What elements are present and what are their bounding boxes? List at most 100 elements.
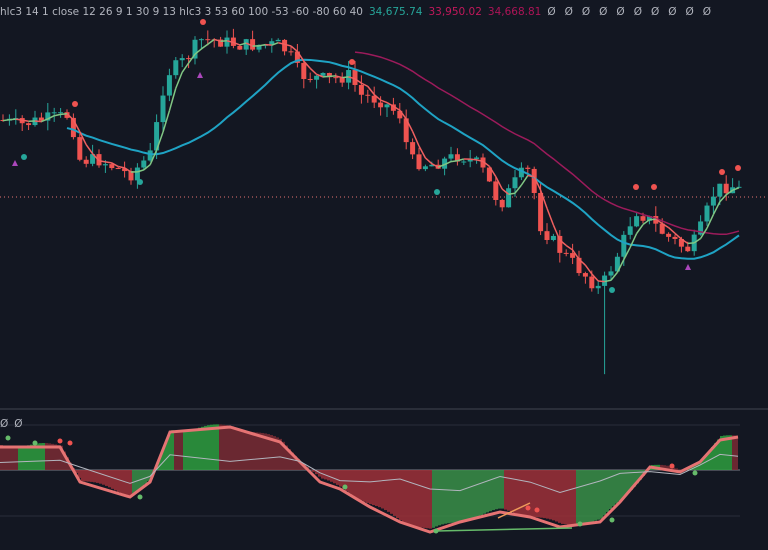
oscillator-bar — [483, 470, 486, 514]
fast-average — [635, 224, 644, 234]
signal-dot — [434, 189, 440, 195]
oscillator-bar — [177, 430, 180, 470]
oscillator-bar — [342, 470, 345, 489]
fast-average — [591, 273, 599, 282]
divergence-line — [435, 527, 573, 532]
candle-body — [403, 118, 409, 143]
candle-body — [141, 160, 147, 168]
oscillator-bar — [498, 470, 501, 509]
oscillator-bar — [33, 443, 36, 470]
oscillator-bar — [318, 470, 321, 477]
candle-body — [102, 164, 108, 166]
oscillator-bar — [573, 470, 576, 525]
candle-body — [570, 253, 576, 258]
oscillator-bar — [663, 465, 666, 470]
oscillator-bar — [690, 466, 693, 470]
candle-body — [147, 150, 153, 161]
oscillator-dot — [137, 494, 143, 500]
candle-body — [326, 72, 332, 78]
oscillator-bar — [492, 470, 495, 511]
candle-body — [506, 188, 512, 208]
oscillator-bar — [273, 436, 276, 470]
oscillator-bar — [204, 425, 207, 470]
fast-average — [290, 45, 298, 52]
flag: Ø — [668, 6, 677, 18]
oscillator-bar — [174, 430, 177, 470]
oscillator-bar — [591, 470, 594, 522]
fast-average — [111, 162, 119, 168]
oscillator-bar — [615, 470, 618, 504]
oscillator-bar — [27, 445, 30, 470]
candle-body — [531, 168, 537, 193]
oscillator-bar — [666, 465, 669, 470]
oscillator-bar — [552, 470, 555, 521]
candle-body — [678, 238, 684, 247]
fast-average — [34, 120, 42, 123]
oscillator-bar — [561, 470, 564, 524]
fast-average — [72, 119, 81, 133]
oscillator-bar — [705, 454, 708, 470]
oscillator-bar — [141, 470, 144, 487]
flag: Ø — [14, 418, 23, 430]
fast-average — [271, 42, 279, 46]
oscillator-bar — [477, 470, 480, 517]
oscillator-bar — [735, 435, 738, 470]
oscillator-bar — [432, 470, 435, 528]
oscillator-bar — [210, 424, 213, 470]
oscillator-bar — [576, 470, 579, 525]
fast-average — [168, 88, 177, 112]
oscillator-bar — [66, 457, 69, 470]
oscillator-bar — [255, 432, 258, 470]
oscillator-bar — [171, 430, 174, 470]
fast-average — [725, 189, 734, 196]
oscillator-dot — [57, 438, 63, 444]
fast-average — [552, 224, 561, 241]
fast-average — [47, 115, 55, 120]
fast-average — [207, 38, 215, 45]
flag: Ø — [599, 6, 608, 18]
fast-average — [66, 113, 74, 121]
oscillator-bar — [516, 470, 519, 515]
oscillator-bar — [264, 433, 267, 470]
candle-body — [454, 154, 460, 162]
fast-average — [405, 118, 414, 132]
fast-average — [598, 280, 605, 283]
fast-average — [373, 93, 382, 101]
candle-body — [422, 166, 428, 170]
candle-body — [672, 236, 678, 239]
oscillator-bar — [423, 470, 426, 528]
flag: Ø — [581, 6, 591, 18]
candle-body — [538, 192, 544, 232]
indicator-value: 33,950.02 — [428, 6, 482, 18]
candle-body — [128, 171, 134, 181]
candle-body — [525, 167, 531, 169]
signal-dot — [72, 101, 78, 107]
oscillator-bar — [36, 443, 39, 470]
oscillator-bar — [309, 469, 312, 470]
oscillator-bar — [207, 425, 210, 470]
fast-average — [258, 43, 266, 47]
oscillator-bar — [96, 470, 99, 483]
oscillator-bar — [333, 470, 336, 484]
signal-dot — [609, 287, 615, 293]
candle-body — [550, 235, 556, 240]
fast-average — [137, 169, 145, 173]
oscillator-bar — [186, 430, 189, 470]
oscillator-bar — [30, 444, 33, 470]
oscillator-bar — [57, 445, 60, 470]
oscillator-bar — [39, 443, 42, 470]
oscillator-bar — [597, 470, 600, 520]
oscillator-bar — [54, 444, 57, 470]
oscillator-dot — [32, 440, 38, 446]
fast-average — [508, 192, 516, 195]
oscillator-bar — [558, 470, 561, 523]
candle-body — [160, 95, 166, 123]
candle-body — [58, 112, 64, 114]
oscillator-bar — [408, 470, 411, 525]
oscillator-bar — [213, 424, 216, 470]
oscillator-bar — [165, 441, 168, 470]
flag: Ø — [702, 6, 712, 18]
oscillator-bar — [588, 470, 591, 523]
fast-average — [584, 264, 593, 275]
